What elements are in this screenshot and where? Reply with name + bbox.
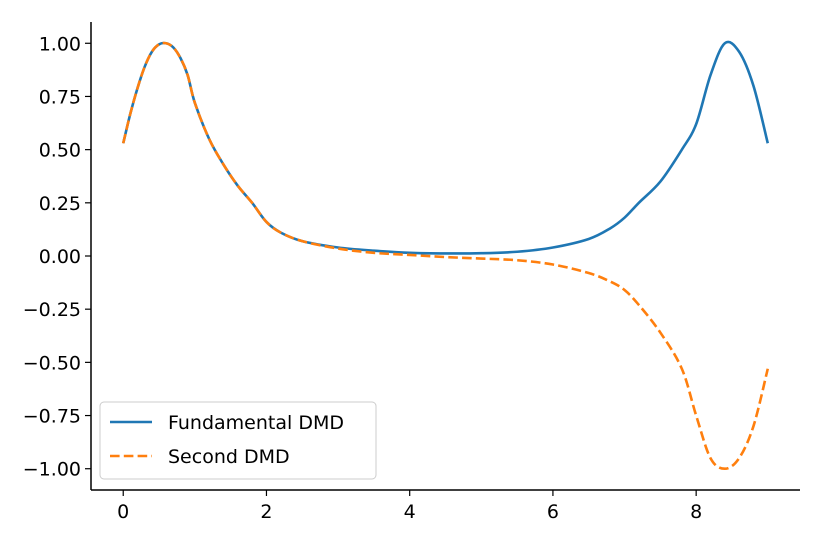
x-tick-label: 0 <box>117 501 129 523</box>
y-tick-label: 0.50 <box>39 140 81 162</box>
y-tick-label: 0.25 <box>39 193 81 215</box>
x-tick-label: 4 <box>404 501 416 523</box>
legend: Fundamental DMD Second DMD <box>99 401 377 480</box>
x-tick-label: 6 <box>547 501 559 523</box>
legend-entry-label: Second DMD <box>168 446 290 468</box>
y-ticks: 1.00 0.75 0.50 0.25 0.00 −0.25 −0.50 −0.75 −1.00 <box>23 33 91 481</box>
y-tick-label: −0.75 <box>23 406 81 428</box>
legend-entry-label: Fundamental DMD <box>168 412 344 434</box>
y-tick-label: −1.00 <box>23 459 81 481</box>
series-line-fundamental-dmd <box>121 40 770 255</box>
y-tick-label: 0.00 <box>39 246 81 268</box>
legend-frame <box>99 401 377 480</box>
y-tick-label: 0.75 <box>39 86 81 108</box>
series-lines <box>121 40 770 471</box>
y-tick-label: −0.50 <box>23 352 81 374</box>
x-tick-label: 2 <box>260 501 272 523</box>
series-line-second-dmd <box>121 41 770 471</box>
x-tick-label: 8 <box>690 501 702 523</box>
x-ticks: 0 2 4 6 8 <box>117 490 702 523</box>
y-tick-label: −0.25 <box>23 299 81 321</box>
y-tick-label: 1.00 <box>39 33 81 55</box>
